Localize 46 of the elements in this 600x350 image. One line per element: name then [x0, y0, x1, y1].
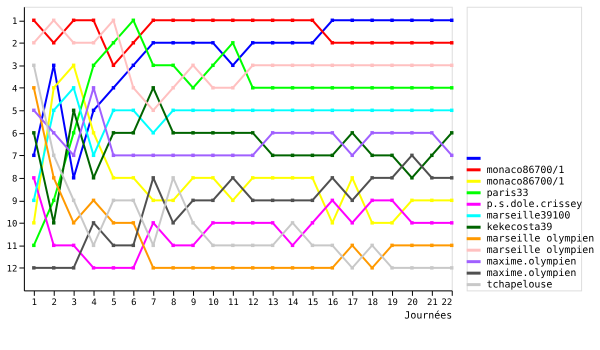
x-axis-title: Journées	[404, 310, 452, 322]
x-tick-label: 17	[347, 298, 358, 308]
x-tick-label: 15	[308, 298, 318, 308]
x-tick-label: 19	[387, 298, 398, 308]
y-tick-label: 4	[12, 84, 18, 94]
legend-label: marseille olympien	[486, 234, 594, 245]
legend-label: monaco86700/1	[486, 164, 564, 176]
legend-label: marseille39100	[486, 210, 570, 222]
x-tick-label: 9	[190, 298, 196, 308]
y-tick-label: 1	[12, 16, 18, 27]
x-tick-label: 1	[32, 298, 38, 308]
legend-label: p.s.dole.crissey	[486, 199, 582, 210]
x-tick-label: 8	[170, 298, 176, 308]
y-tick-label: 12	[6, 264, 18, 274]
legend-label: maxime.olympien	[486, 268, 576, 280]
legend-label: maxime.olympien	[486, 256, 576, 268]
legend-label: paris33	[486, 188, 528, 199]
x-tick-label: 12	[248, 298, 259, 308]
legend-label: monaco86700/1	[486, 176, 564, 188]
y-tick-label: 8	[12, 174, 18, 184]
x-tick-label: 11	[228, 298, 239, 308]
legend-label: kekecosta39	[486, 222, 552, 234]
x-tick-label: 7	[151, 298, 156, 308]
x-tick-label: 20	[407, 298, 418, 308]
x-tick-label: 2	[52, 298, 57, 308]
x-tick-label: 6	[131, 298, 137, 308]
x-tick-label: 18	[367, 298, 378, 308]
y-tick-label: 2	[12, 39, 18, 50]
x-tick-label: 10	[208, 298, 219, 308]
y-tick-label: 6	[12, 129, 18, 140]
x-tick-label: 3	[71, 298, 77, 308]
x-tick-label: 14	[288, 298, 298, 308]
x-tick-label: 21	[426, 298, 438, 308]
y-tick-label: 10	[6, 219, 18, 230]
legend-label: marseille olympien	[486, 245, 594, 256]
y-tick-label: 7	[12, 152, 18, 162]
y-tick-label: 3	[12, 62, 18, 72]
x-tick-label: 13	[268, 298, 279, 308]
x-tick-label: 5	[111, 298, 117, 308]
y-tick-label: 5	[12, 106, 18, 117]
legend-label: tchapelouse	[486, 280, 552, 291]
x-tick-label: 22	[441, 298, 452, 308]
x-tick-label: 4	[91, 298, 97, 308]
y-tick-label: 9	[12, 196, 18, 207]
x-tick-label: 16	[327, 298, 338, 308]
y-tick-label: 11	[6, 242, 18, 252]
